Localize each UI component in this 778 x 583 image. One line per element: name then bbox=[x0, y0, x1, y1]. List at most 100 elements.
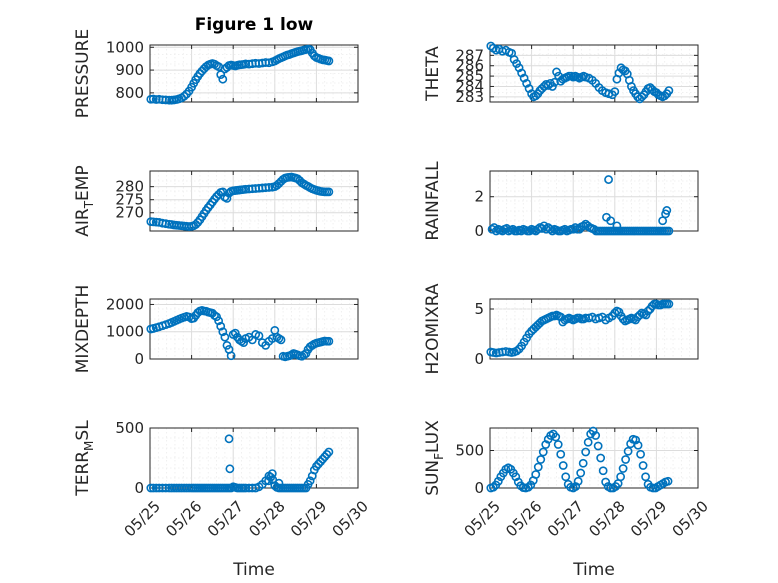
y-tick-label: 900 bbox=[115, 61, 144, 79]
data-point bbox=[531, 91, 541, 101]
x-ticks bbox=[149, 299, 359, 359]
y-tick-label: 2 bbox=[474, 188, 484, 206]
y-tick-label: 1000 bbox=[106, 38, 144, 56]
data-point bbox=[218, 327, 228, 337]
data-point bbox=[616, 472, 626, 482]
x-tick-label: 05/27 bbox=[544, 497, 587, 540]
data-point bbox=[641, 472, 650, 482]
y-tick-label: 270 bbox=[115, 204, 144, 222]
data-point bbox=[581, 447, 591, 457]
data-point bbox=[161, 483, 171, 493]
subplot-mixdepth: 0 1000 2000 MIXDEPTH bbox=[73, 285, 359, 374]
data-point bbox=[218, 74, 228, 84]
grid-lines bbox=[490, 299, 698, 359]
data-point bbox=[264, 476, 273, 486]
data-point bbox=[216, 70, 226, 80]
data-point bbox=[664, 299, 674, 309]
data-point bbox=[179, 91, 189, 101]
data-point bbox=[533, 462, 543, 472]
data-point bbox=[638, 461, 648, 470]
data-point bbox=[488, 482, 498, 492]
axes-box bbox=[149, 170, 359, 232]
data-point bbox=[545, 224, 555, 234]
subplot-h2omixra: 05 H2OMIXRA bbox=[423, 283, 699, 375]
data-point bbox=[536, 455, 546, 464]
data-point bbox=[596, 453, 606, 463]
x-tick-label: 05/30 bbox=[669, 497, 712, 540]
data-point bbox=[525, 226, 534, 236]
data-point bbox=[264, 183, 274, 192]
data-point bbox=[224, 434, 234, 444]
data-point bbox=[660, 91, 670, 101]
data-point bbox=[576, 468, 586, 478]
data-point bbox=[222, 193, 232, 203]
y-axis-label: H2OMIXRA bbox=[423, 283, 443, 374]
data-point bbox=[531, 470, 541, 479]
data-point bbox=[151, 95, 161, 104]
data-point bbox=[486, 41, 496, 51]
data-point bbox=[226, 351, 236, 361]
y-tick-label: 284 bbox=[455, 77, 484, 95]
y-tick-label: 280 bbox=[115, 178, 144, 196]
y-tick-label: 1000 bbox=[106, 323, 144, 341]
data-point bbox=[523, 482, 533, 492]
series-markers bbox=[146, 44, 334, 105]
data-point bbox=[635, 310, 645, 320]
x-tick-label: 05/25 bbox=[461, 497, 504, 540]
data-point bbox=[627, 82, 636, 91]
y-tick-label: 283 bbox=[455, 88, 484, 106]
data-point bbox=[487, 224, 497, 234]
data-point bbox=[322, 449, 332, 459]
data-point bbox=[598, 466, 608, 476]
data-point bbox=[508, 224, 518, 234]
subplot-pressure: 800 900 1000 PRESSURE bbox=[73, 29, 359, 118]
x-tick-label: 05/29 bbox=[287, 497, 330, 540]
data-point bbox=[161, 219, 171, 229]
data-point bbox=[324, 447, 334, 457]
y-ticks: 02 bbox=[474, 188, 698, 240]
y-tick-label: 5 bbox=[474, 300, 484, 318]
data-point bbox=[148, 483, 158, 493]
data-point bbox=[161, 95, 171, 105]
data-point bbox=[610, 87, 620, 97]
data-point bbox=[268, 475, 278, 484]
series-markers bbox=[146, 306, 334, 362]
y-tick-label: 500 bbox=[115, 419, 144, 437]
y-tick-label: 2000 bbox=[106, 295, 144, 313]
x-tick-label: 05/27 bbox=[204, 497, 247, 540]
data-point bbox=[664, 226, 674, 236]
data-point bbox=[552, 67, 561, 77]
data-point bbox=[606, 216, 616, 226]
data-point bbox=[493, 476, 503, 486]
data-point bbox=[618, 464, 628, 473]
data-point bbox=[491, 226, 501, 236]
x-tick-label: 05/28 bbox=[245, 497, 288, 540]
x-axis-label-right: Time bbox=[572, 560, 615, 580]
y-axis-label: MIXDEPTH bbox=[73, 285, 93, 374]
y-axis-label: SUNFLUX bbox=[423, 420, 446, 496]
x-tick-label: 05/29 bbox=[627, 497, 670, 540]
x-tick-label: 05/25 bbox=[121, 497, 164, 540]
y-tick-label: 0 bbox=[134, 479, 144, 497]
data-point bbox=[305, 476, 315, 486]
data-point bbox=[637, 92, 647, 102]
data-point bbox=[583, 437, 593, 447]
data-point bbox=[573, 476, 583, 486]
data-point bbox=[604, 175, 613, 184]
y-ticks: 05 bbox=[474, 300, 698, 368]
y-axis-label: THETA bbox=[423, 46, 443, 102]
data-point bbox=[568, 224, 578, 234]
data-point bbox=[664, 86, 674, 95]
data-point bbox=[561, 472, 571, 482]
data-point bbox=[148, 217, 158, 227]
series-markers bbox=[487, 175, 674, 236]
y-tick-label: 287 bbox=[455, 46, 484, 64]
series-markers bbox=[486, 426, 673, 493]
data-point bbox=[254, 331, 264, 341]
y-tick-label: 0 bbox=[474, 479, 484, 497]
